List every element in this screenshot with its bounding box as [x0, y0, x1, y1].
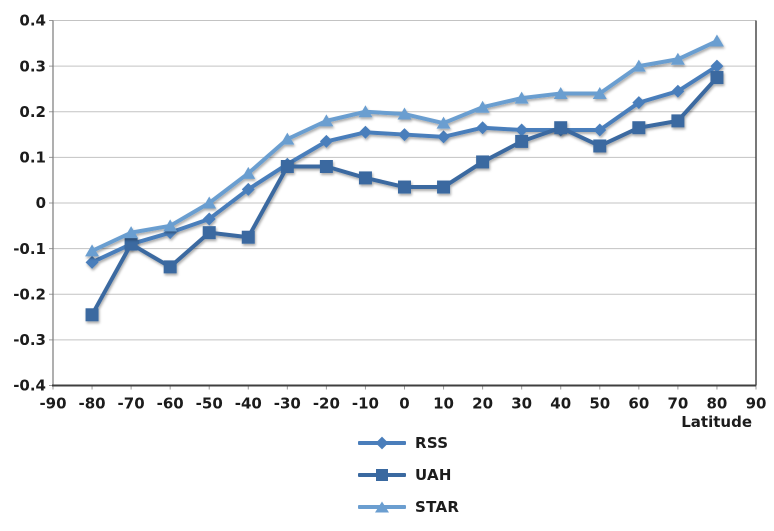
series-star-marker	[514, 91, 529, 104]
series-star-marker	[670, 52, 685, 65]
x-tick-label: -10	[352, 395, 379, 413]
series-star-marker	[124, 226, 139, 239]
series-star-marker	[241, 166, 256, 179]
series-uah-marker	[632, 121, 646, 135]
series-star-marker	[280, 132, 295, 145]
series-rss-marker	[202, 212, 216, 226]
x-tick-label: -60	[157, 395, 184, 413]
series-uah-marker	[280, 160, 294, 173]
plot-svg: Latitude 0.4 0.3 0.2 0.1 0 -0.1 -0.2 -0.3 -0.4-9…	[13, 12, 767, 431]
series-star-marker	[397, 107, 412, 120]
legend-label-star: STAR	[415, 497, 460, 516]
legend-item-star: STAR	[358, 497, 459, 516]
x-tick-label: -50	[196, 395, 223, 413]
series-uah-marker	[671, 114, 685, 128]
series-rss	[85, 59, 724, 269]
series-uah-marker	[593, 139, 607, 153]
series-rss-marker	[241, 182, 255, 196]
series-star	[85, 34, 724, 257]
square-marker-icon	[376, 468, 388, 481]
series-rss-marker	[710, 59, 724, 73]
series-star-marker	[319, 114, 334, 127]
series-rss-marker	[319, 134, 333, 148]
y-tick-label: -0.1	[13, 240, 46, 258]
x-tick-label: 20	[472, 395, 493, 413]
x-tick-label: -20	[313, 395, 340, 413]
series-uah-marker	[515, 134, 529, 148]
series-uah-marker	[476, 155, 490, 169]
series-uah-marker	[554, 121, 568, 135]
series-rss-marker	[358, 125, 372, 139]
series-star-marker	[358, 105, 373, 118]
series-uah-marker	[437, 180, 451, 194]
series-rss-marker	[515, 123, 529, 137]
series-uah-marker	[319, 160, 333, 173]
series-star-marker	[163, 219, 178, 232]
x-tick-label: 30	[511, 395, 532, 413]
series-star-marker	[592, 87, 607, 99]
series-uah-marker	[358, 171, 372, 185]
series-uah	[85, 71, 724, 322]
series-star-marker	[475, 100, 490, 113]
y-tick-label: -0.3	[13, 331, 46, 349]
series-star-marker	[631, 59, 646, 72]
series-star-line	[90, 39, 719, 253]
y-tick-label: -0.2	[13, 285, 46, 303]
series-rss-marker	[85, 255, 99, 269]
legend-item-uah: UAH	[358, 465, 459, 484]
legend-label-uah: UAH	[415, 465, 452, 484]
x-tick-label: 60	[628, 395, 649, 413]
y-tick-label: -0.4	[13, 377, 46, 395]
series-uah-marker	[163, 260, 177, 274]
x-tick-label: 80	[707, 395, 728, 413]
legend-label-rss: RSS	[415, 433, 449, 452]
x-tick-label: -70	[118, 395, 145, 413]
series-star-marker	[436, 116, 451, 129]
series-rss-line	[90, 64, 719, 265]
series-star-marker	[553, 87, 568, 99]
series-rss-marker	[476, 121, 490, 135]
legend-item-rss: RSS	[358, 433, 459, 452]
x-axis-title: Latitude	[681, 413, 752, 431]
y-tick-label: 0.1	[19, 149, 46, 167]
series-rss-marker	[398, 128, 411, 142]
x-tick-label: -40	[235, 395, 262, 413]
y-tick-label: 0	[36, 194, 46, 212]
x-tick-label: 70	[667, 395, 688, 413]
diamond-marker-icon	[375, 436, 389, 449]
series-uah-marker	[241, 230, 255, 244]
series-rss-marker	[632, 96, 646, 110]
triangle-marker-icon	[375, 501, 389, 512]
series-rss-marker	[437, 130, 451, 144]
x-tick-label: 0	[399, 395, 409, 413]
series-star-marker	[709, 34, 724, 47]
y-tick-label: 0.3	[19, 57, 46, 75]
rss-line-swatch	[358, 433, 406, 452]
series-uah-marker	[124, 237, 138, 251]
x-tick-label: -90	[39, 395, 66, 413]
legend: RSS UAH STAR	[358, 433, 459, 529]
y-tick-label: 0.4	[19, 12, 46, 30]
y-tick-label: 0.2	[19, 103, 46, 121]
series-uah-marker	[398, 180, 411, 194]
x-tick-label: 90	[746, 395, 767, 413]
series-uah-marker	[710, 71, 724, 85]
x-tick-label: 10	[433, 395, 454, 413]
x-tick-label: 50	[589, 395, 610, 413]
series-star-marker	[202, 196, 217, 209]
star-line-swatch	[358, 497, 406, 516]
series-rss-marker	[671, 84, 685, 98]
x-tick-label: 40	[550, 395, 571, 413]
uah-line-swatch	[358, 465, 406, 484]
series-star-marker	[85, 244, 100, 257]
series-uah-marker	[202, 226, 216, 240]
series-uah-marker	[85, 308, 99, 322]
series-rss-marker	[593, 123, 607, 137]
x-tick-label: -30	[274, 395, 301, 413]
x-tick-label: -80	[79, 395, 106, 413]
